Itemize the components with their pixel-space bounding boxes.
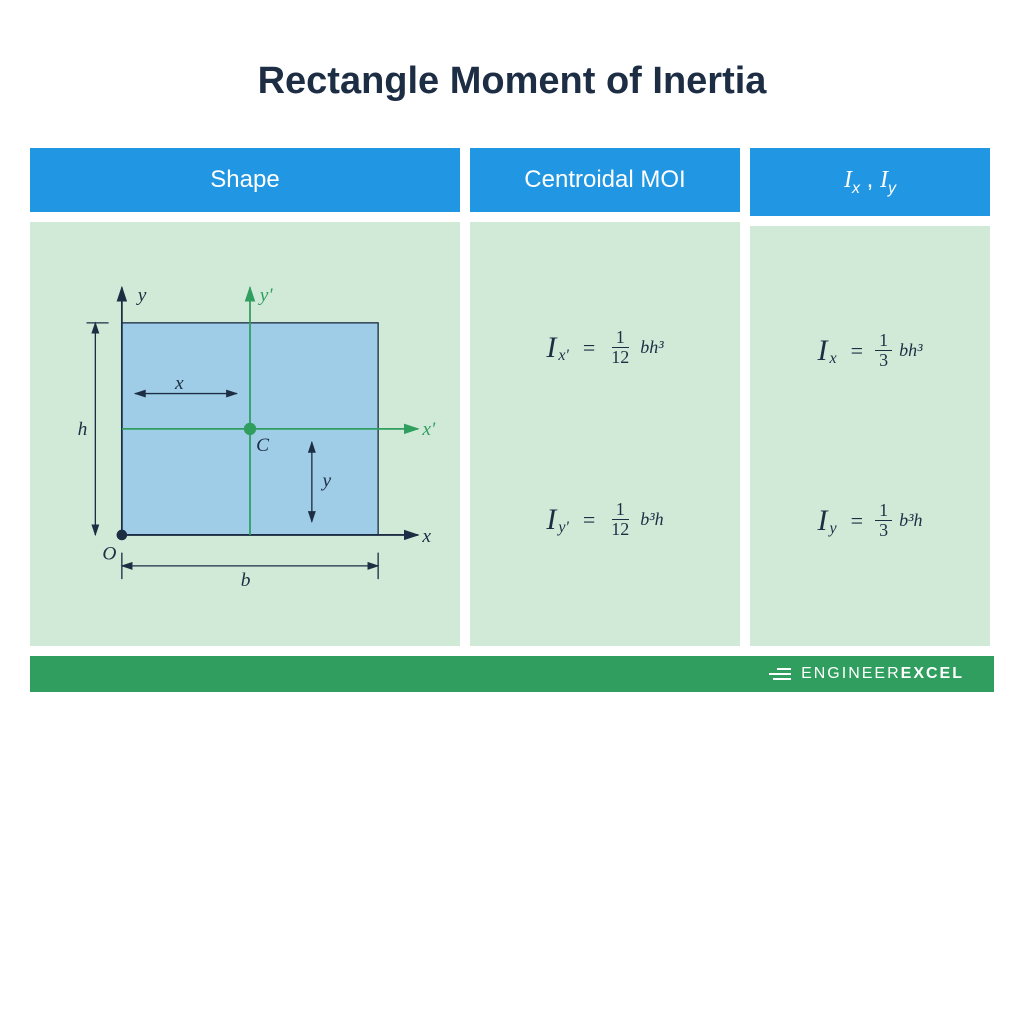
term: b³h — [640, 509, 663, 530]
header-centroidal: Centroidal MOI — [470, 148, 740, 212]
logo-lines-icon — [769, 668, 791, 680]
sub: x' — [558, 347, 569, 365]
ixy-sub1: x — [852, 180, 860, 197]
fraction: 1 12 — [607, 328, 633, 369]
ixy-sub2: y — [888, 180, 896, 197]
rectangle-diagram: y x O y' x' C — [60, 252, 440, 606]
term: b³h — [899, 510, 922, 531]
centroidal-cell: I x' = 1 12 bh³ I y' = 1 12 — [470, 222, 740, 646]
sub: y — [830, 520, 837, 538]
sub: y' — [558, 519, 569, 537]
ivar: I — [546, 331, 556, 365]
ivar: I — [546, 503, 556, 537]
ivar: I — [818, 504, 828, 538]
eq: = — [851, 508, 863, 534]
origin-label: O — [102, 544, 116, 565]
x-axis-label: x — [421, 526, 431, 547]
ixy-cell: I x = 1 3 bh³ I y = 1 3 — [750, 226, 990, 646]
col-ixy: Ix , Iy I x = 1 3 bh³ I y = — [750, 148, 990, 646]
formula-iy: I y = 1 3 b³h — [818, 501, 923, 542]
ixy-I1: I — [844, 167, 852, 193]
b-dimension-label: b — [241, 570, 251, 591]
page-title: Rectangle Moment of Inertia — [30, 60, 994, 103]
header-shape: Shape — [30, 148, 460, 212]
centroid-point — [244, 423, 256, 435]
col-shape: Shape — [30, 148, 460, 646]
xprime-axis-label: x' — [421, 419, 436, 440]
y-dimension-label: y — [320, 470, 331, 491]
term: bh³ — [899, 340, 922, 361]
denominator: 12 — [607, 520, 633, 540]
header-ixy: Ix , Iy — [750, 148, 990, 216]
col-centroidal: Centroidal MOI I x' = 1 12 bh³ I y' = — [470, 148, 740, 646]
numerator: 1 — [612, 328, 629, 349]
ivar: I — [818, 334, 828, 368]
shape-cell: y x O y' x' C — [30, 222, 460, 646]
denominator: 3 — [875, 351, 892, 371]
formula-ix: I x = 1 3 bh³ — [818, 331, 923, 372]
formula-ix-prime: I x' = 1 12 bh³ — [546, 328, 663, 369]
numerator: 1 — [875, 331, 892, 352]
yprime-axis-label: y' — [258, 285, 274, 306]
eq: = — [851, 338, 863, 364]
sub: x — [830, 350, 837, 368]
footer-brand1: ENGINEER — [801, 665, 901, 683]
fraction: 1 3 — [875, 331, 892, 372]
term: bh³ — [640, 337, 663, 358]
h-dimension-label: h — [78, 419, 88, 440]
content-grid: Shape — [30, 148, 994, 646]
footer-brand2: EXCEL — [901, 665, 964, 683]
eq: = — [583, 507, 595, 533]
eq: = — [583, 335, 595, 361]
x-dimension-label: x — [174, 373, 184, 394]
denominator: 12 — [607, 348, 633, 368]
numerator: 1 — [612, 500, 629, 521]
origin-point — [117, 530, 128, 541]
ixy-I2: I — [880, 167, 888, 193]
fraction: 1 12 — [607, 500, 633, 541]
formula-iy-prime: I y' = 1 12 b³h — [546, 500, 663, 541]
ixy-sep: , — [860, 166, 880, 193]
y-axis-label: y — [136, 285, 147, 306]
footer-bar: ENGINEEREXCEL — [30, 656, 994, 692]
centroid-label: C — [256, 435, 270, 456]
denominator: 3 — [875, 521, 892, 541]
fraction: 1 3 — [875, 501, 892, 542]
numerator: 1 — [875, 501, 892, 522]
